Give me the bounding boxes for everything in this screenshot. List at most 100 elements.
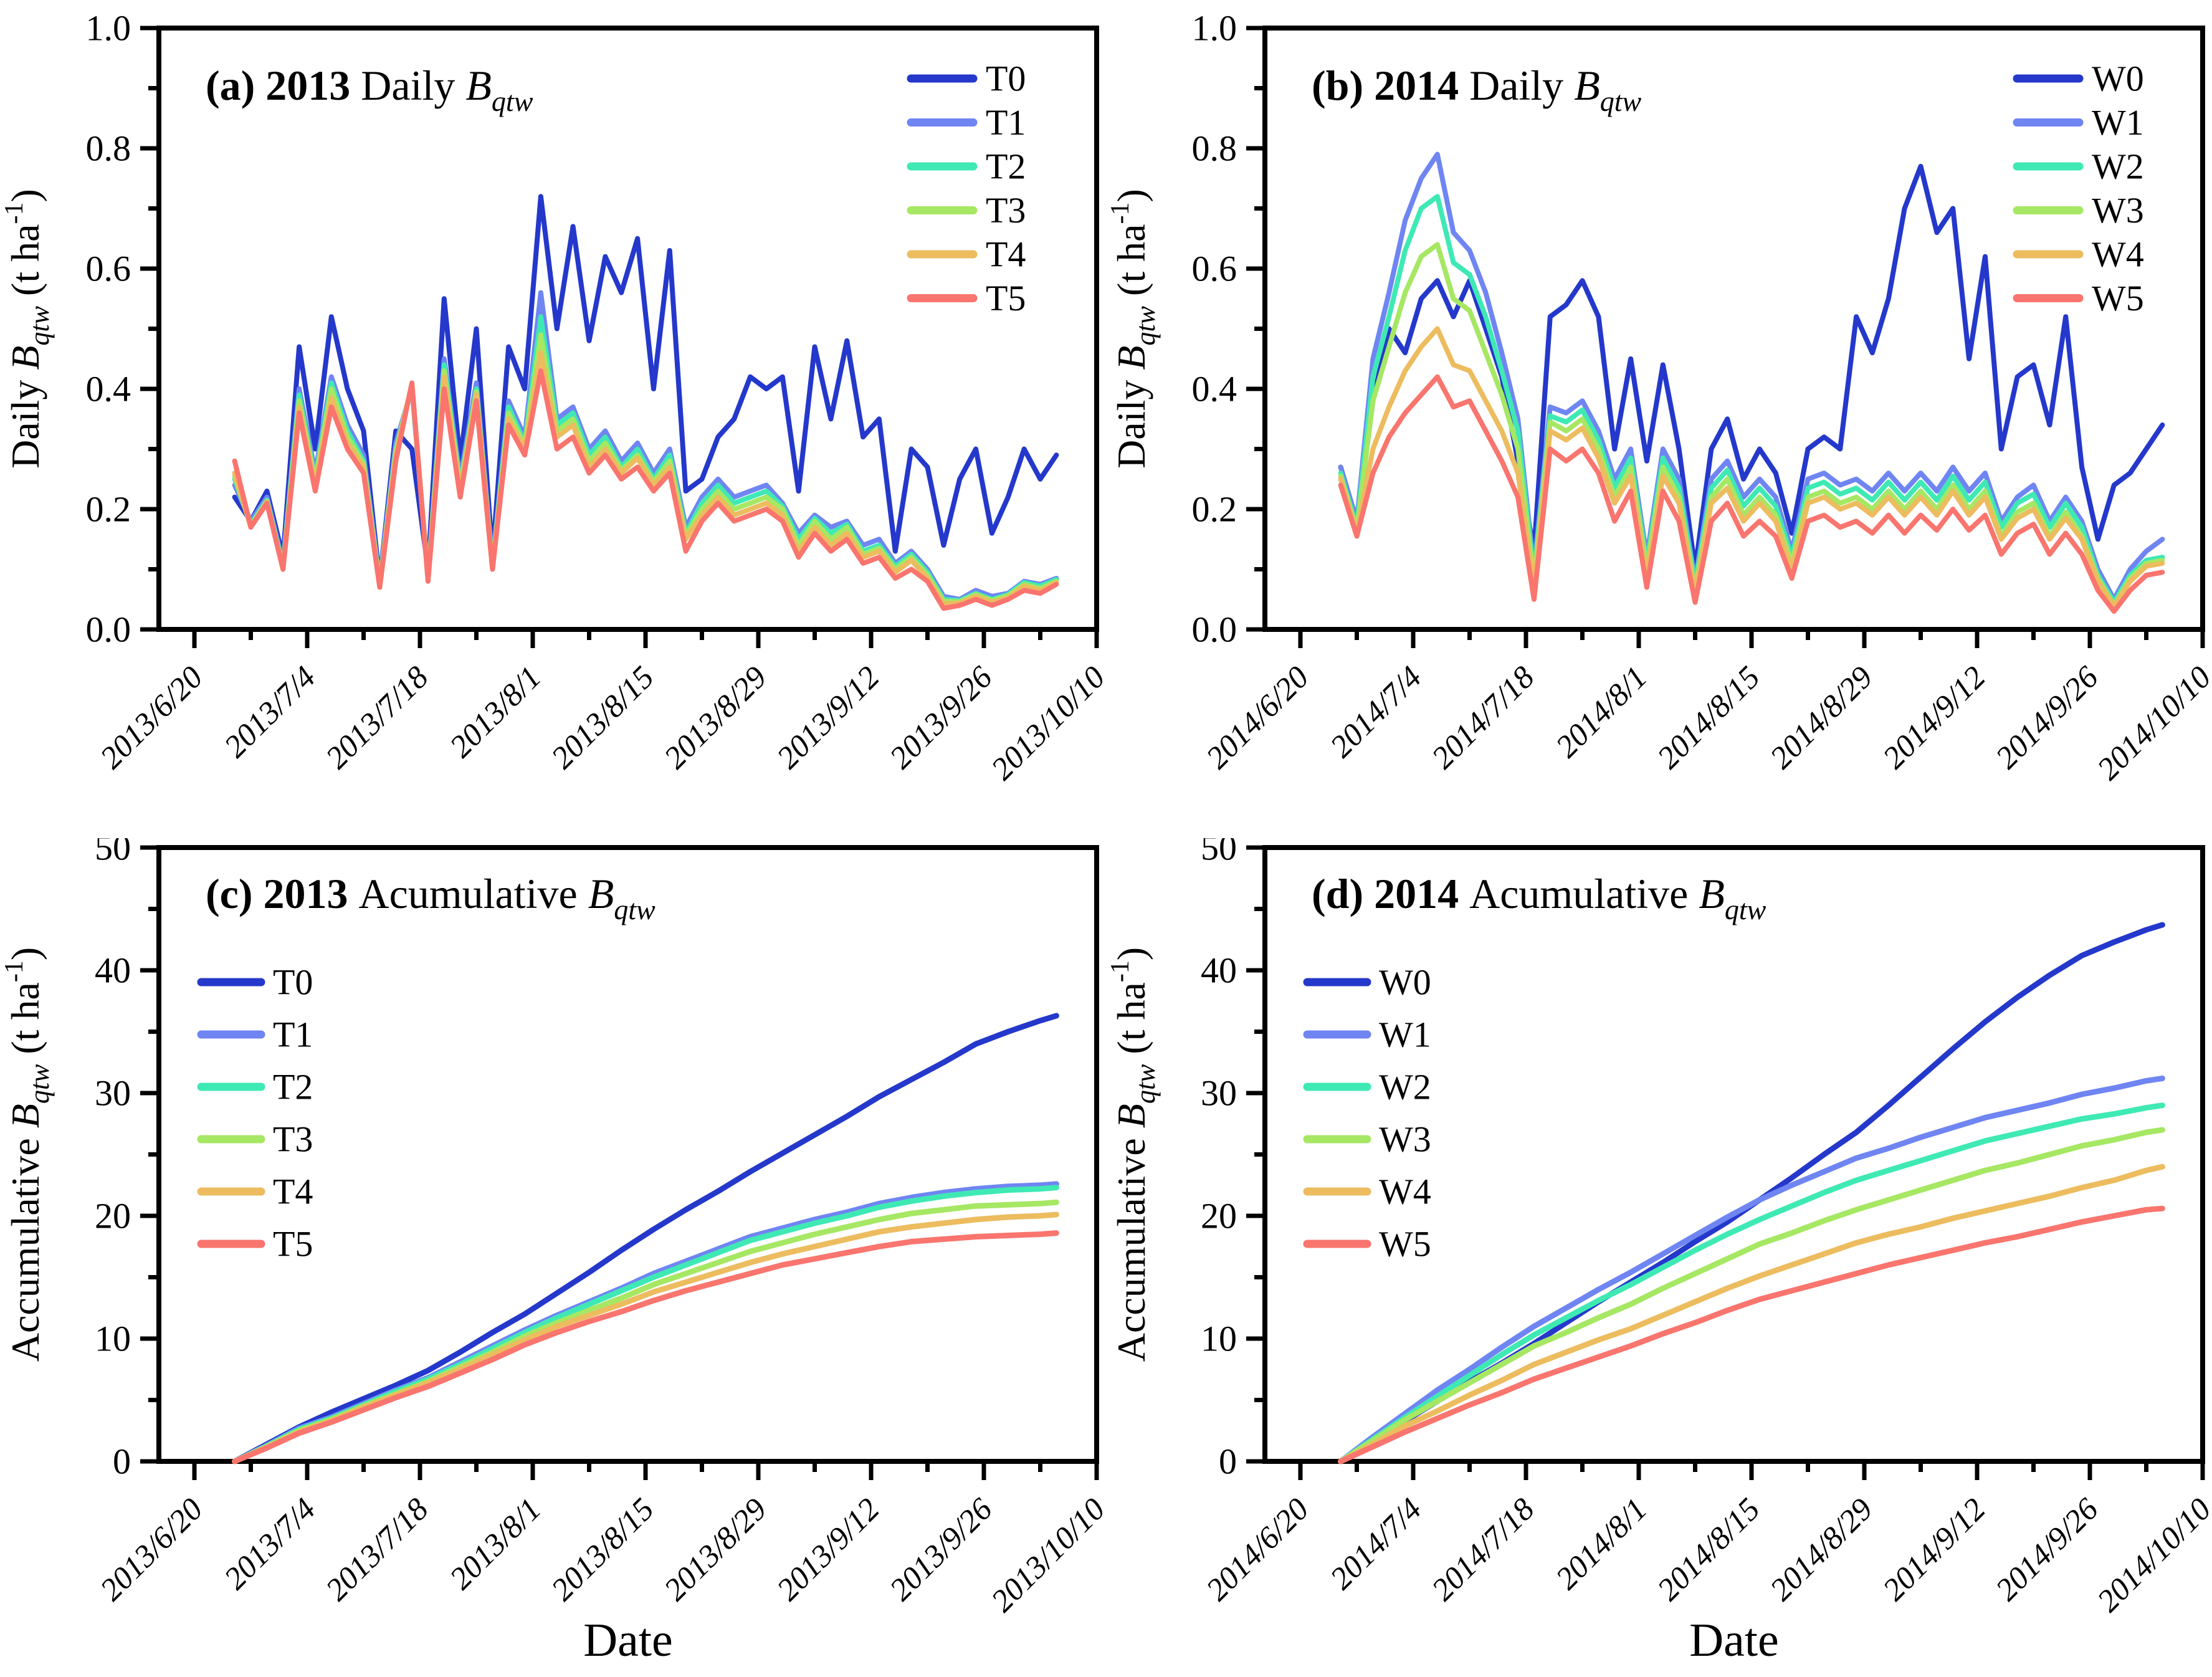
series-W0-line	[1338, 163, 2165, 572]
panel-title: (a) 2013 Daily Bqtw	[206, 62, 533, 117]
y-axis-label: Accumulative Bqtw (t ha-1)	[0, 947, 55, 1362]
legend-item-W2: W2	[2013, 146, 2144, 187]
x-tick-label: 2013/7/4	[218, 660, 323, 765]
legend-label-W3: W3	[2092, 190, 2144, 231]
y-tick-label: 0.4	[1192, 369, 1237, 409]
x-tick-label: 2013/10/10	[985, 660, 1106, 787]
x-tick-label: 2014/8/15	[1651, 660, 1767, 776]
panel-title: (d) 2014 Acumulative Bqtw	[1312, 870, 1766, 925]
x-tick-label: 2013/8/29	[658, 660, 774, 776]
y-tick-label: 20	[95, 1196, 131, 1236]
legend-item-T4: T4	[197, 1172, 313, 1212]
legend-item-T1: T1	[907, 102, 1026, 143]
legend-item-T1: T1	[197, 1015, 313, 1055]
series-W2-line	[1338, 194, 2165, 605]
legend-label-T0: T0	[986, 59, 1026, 99]
series-W2-line	[1338, 1102, 2165, 1464]
legend-item-W0: W0	[2013, 59, 2144, 99]
series-T4-line	[232, 1211, 1059, 1464]
legend-item-T2: T2	[197, 1067, 313, 1107]
legend-label-T3: T3	[986, 190, 1026, 231]
legend-label-T1: T1	[273, 1015, 313, 1055]
y-tick-label: 0.8	[1192, 128, 1237, 169]
series-W5-line	[1338, 1205, 2165, 1464]
legend-label-T4: T4	[273, 1172, 313, 1212]
y-tick-label: 0	[113, 1441, 131, 1482]
panel-title: (c) 2013 Acumulative Bqtw	[206, 870, 655, 925]
x-tick-label: 2013/7/18	[320, 660, 436, 776]
legend-item-T0: T0	[197, 962, 313, 1003]
series-T5-line	[232, 1230, 1059, 1464]
x-tick-label: 2014/10/10	[2091, 1492, 2212, 1619]
legend-label-T1: T1	[986, 102, 1026, 143]
x-tick-label: 2014/8/15	[1651, 1492, 1767, 1608]
series-W1-line	[1338, 1075, 2165, 1464]
legend-item-T0: T0	[907, 59, 1026, 99]
x-tick-label: 2014/10/10	[2091, 660, 2212, 787]
legend-label-W3: W3	[1379, 1119, 1431, 1160]
x-tick-label: 2014/8/29	[1764, 660, 1880, 776]
y-tick-label: 0	[1219, 1441, 1237, 1482]
x-tick-label: 2013/7/4	[218, 1492, 323, 1597]
legend-label-W2: W2	[1379, 1067, 1431, 1107]
legend-item-W5: W5	[2013, 278, 2144, 318]
x-tick-label: 2014/7/18	[1426, 1492, 1542, 1608]
y-tick-label: 0.2	[86, 489, 131, 530]
x-tick-label: 2013/7/18	[320, 1492, 436, 1608]
x-tick-label: 2013/6/20	[94, 1492, 210, 1608]
series-W1-line	[1338, 151, 2165, 602]
y-tick-label: 0.6	[86, 249, 131, 289]
x-axis-title-2014: Date	[1689, 1614, 1779, 1666]
x-tick-label: 2014/8/1	[1550, 660, 1654, 765]
x-axis-title-2013: Date	[583, 1614, 673, 1666]
x-tick-label: 2013/8/15	[545, 660, 661, 776]
x-tick-label: 2014/6/20	[1200, 1492, 1316, 1608]
panel-title: (b) 2014 Daily Bqtw	[1312, 62, 1642, 117]
series-W3-line	[1338, 1127, 2165, 1464]
legend-item-T4: T4	[907, 234, 1026, 275]
y-tick-label: 10	[95, 1319, 131, 1359]
legend-label-W0: W0	[2092, 59, 2144, 99]
legend-item-T2: T2	[907, 146, 1026, 187]
legend-label-T2: T2	[986, 146, 1026, 187]
series-W4-line	[1338, 326, 2165, 609]
legend-label-T4: T4	[986, 234, 1026, 275]
y-tick-label: 50	[1201, 838, 1237, 868]
x-tick-label: 2014/8/29	[1764, 1492, 1880, 1608]
y-tick-label: 0.8	[86, 128, 131, 169]
y-tick-label: 0.2	[1192, 489, 1237, 530]
legend-label-W2: W2	[2092, 146, 2144, 187]
plot-border	[156, 26, 1099, 632]
y-tick-label: 20	[1201, 1196, 1237, 1236]
series-W4-line	[1338, 1163, 2165, 1464]
y-tick-label: 40	[1201, 950, 1237, 991]
x-tick-label: 2013/10/10	[985, 1492, 1106, 1619]
x-tick-label: 2014/9/26	[1990, 1492, 2105, 1608]
series-W5-line	[1338, 374, 2165, 614]
x-tick-label: 2014/7/4	[1324, 1492, 1429, 1597]
series-W3-line	[1338, 242, 2165, 608]
legend-item-W3: W3	[1303, 1119, 1431, 1160]
legend-item-W2: W2	[1303, 1067, 1431, 1107]
x-tick-label: 2014/9/12	[1877, 660, 1993, 776]
legend-label-T0: T0	[273, 962, 313, 1003]
legend-label-W5: W5	[1379, 1224, 1431, 1264]
legend-item-T5: T5	[907, 278, 1026, 318]
y-tick-label: 30	[1201, 1073, 1237, 1114]
series-T2-line	[232, 1185, 1059, 1464]
x-tick-label: 2014/6/20	[1200, 660, 1316, 776]
x-tick-label: 2013/8/1	[444, 1492, 548, 1597]
legend-item-T3: T3	[197, 1119, 313, 1160]
legend-item-W3: W3	[2013, 190, 2144, 231]
x-tick-label: 2013/9/12	[771, 660, 887, 776]
y-axis-label: Daily Bqtw (t ha-1)	[1106, 189, 1161, 469]
x-tick-label: 2013/6/20	[94, 660, 210, 776]
legend-label-T5: T5	[986, 278, 1026, 318]
legend-label-W4: W4	[2092, 234, 2144, 275]
x-tick-label: 2014/9/12	[1877, 1492, 1993, 1608]
legend-label-W0: W0	[1379, 962, 1431, 1003]
y-tick-label: 1.0	[86, 8, 131, 49]
